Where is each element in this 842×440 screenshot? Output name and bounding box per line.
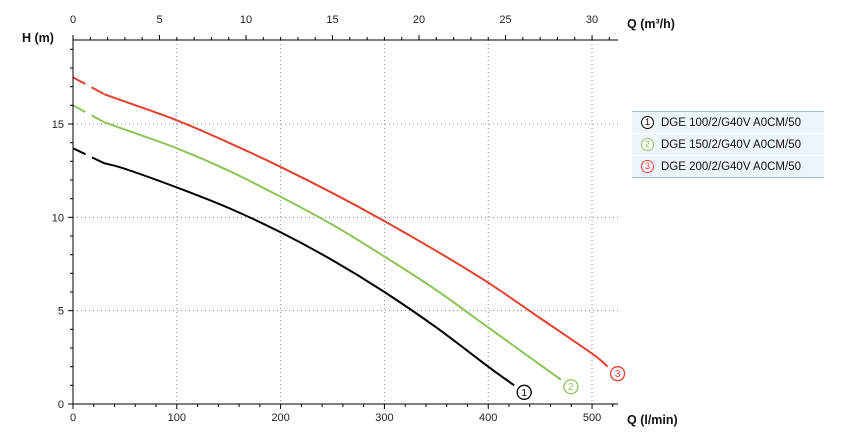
x2-tick-label: 0 <box>70 14 76 26</box>
axes: H (m) Q (l/min) Q (m³/h) <box>22 17 678 427</box>
x-tick-label: 400 <box>479 412 497 424</box>
series-3-end-marker <box>609 366 626 382</box>
series-3-curve <box>103 93 609 368</box>
series-1-dashed-start <box>72 147 105 165</box>
x-axis-title: Q (l/min) <box>627 413 678 427</box>
series-3-end-marker-label: 3 <box>615 369 621 380</box>
series-1-curve <box>103 162 515 387</box>
x2-axis-title: Q (m³/h) <box>627 17 675 31</box>
series-curves <box>72 76 609 387</box>
x2-tick-label: 20 <box>413 14 425 26</box>
legend-item: 1 DGE 100/2/G40V A0CM/50 <box>632 112 824 133</box>
series-2-end-marker <box>563 379 579 395</box>
x-tick-label: 500 <box>583 412 601 424</box>
x2-tick-label: 25 <box>499 14 511 26</box>
legend-label: DGE 200/2/G40V A0CM/50 <box>661 160 801 173</box>
x2-tick-label: 15 <box>326 14 338 26</box>
y-tick-label: 5 <box>58 306 64 318</box>
grid <box>73 40 618 404</box>
legend: 1 DGE 100/2/G40V A0CM/50 2 DGE 150/2/G40… <box>632 111 824 178</box>
x2-tick-label: 10 <box>240 14 252 26</box>
legend-marker-2: 2 <box>641 138 654 151</box>
series-2-dashed-start <box>72 104 105 124</box>
y-tick-label: 0 <box>58 399 64 411</box>
series-1-end-marker <box>516 384 532 400</box>
x-tick-label: 100 <box>168 412 186 424</box>
x-tick-label: 0 <box>70 412 76 424</box>
y-tick-label: 15 <box>52 119 64 131</box>
y-axis-title: H (m) <box>22 31 54 45</box>
curve-markers: 1 2 3 <box>516 366 626 400</box>
legend-item: 3 DGE 200/2/G40V A0CM/50 <box>632 155 824 177</box>
x2-tick-label: 5 <box>156 14 162 26</box>
x-tick-label: 300 <box>375 412 393 424</box>
legend-label: DGE 150/2/G40V A0CM/50 <box>661 138 801 151</box>
legend-marker-1: 1 <box>641 116 654 129</box>
legend-label: DGE 100/2/G40V A0CM/50 <box>661 116 801 129</box>
series-1-end-marker-label: 1 <box>521 388 527 399</box>
legend-marker-3: 3 <box>641 160 654 173</box>
series-2-curve <box>103 121 562 381</box>
series-2-end-marker-label: 2 <box>568 382 574 393</box>
series-3-dashed-start <box>72 76 105 96</box>
x-tick-label: 200 <box>271 412 289 424</box>
x2-tick-label: 30 <box>586 14 598 26</box>
y-tick-label: 10 <box>52 212 64 224</box>
legend-item: 2 DGE 150/2/G40V A0CM/50 <box>632 133 824 155</box>
